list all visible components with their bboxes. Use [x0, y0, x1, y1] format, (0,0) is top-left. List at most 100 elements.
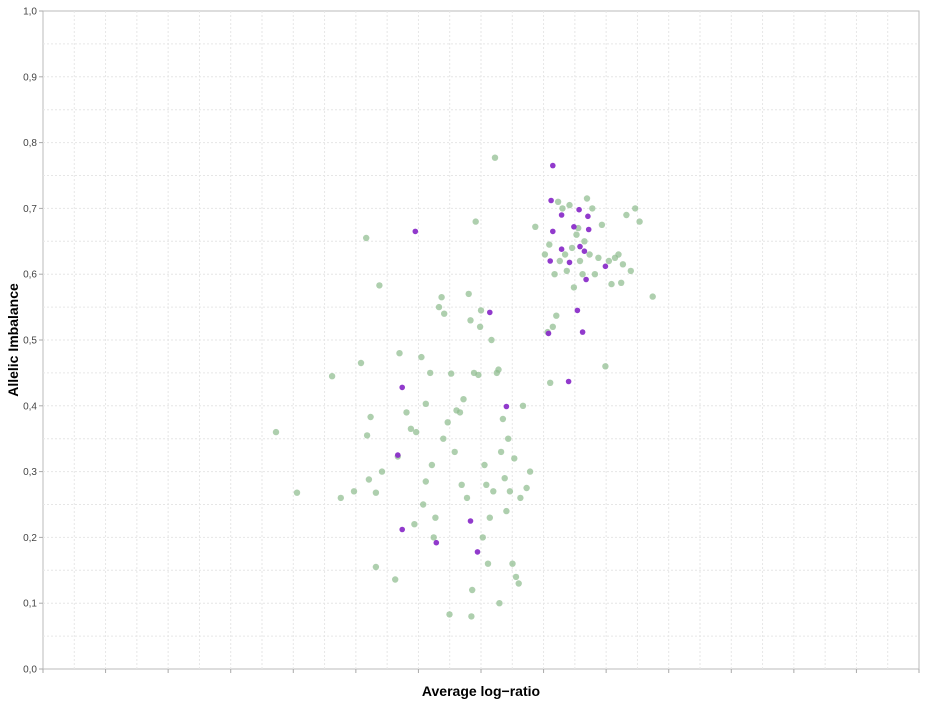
point-green: [435, 303, 443, 311]
point-purple: [412, 228, 419, 235]
point-green: [444, 419, 451, 426]
point-green: [566, 201, 573, 209]
point-green: [396, 350, 403, 357]
point-green: [367, 413, 374, 421]
point-green: [372, 563, 380, 571]
y-tick-label: 0,1: [23, 599, 37, 610]
point-green: [420, 501, 427, 508]
point-green: [328, 373, 336, 380]
point-purple: [565, 378, 572, 385]
point-purple: [547, 258, 553, 264]
point-green: [496, 600, 503, 607]
point-green: [570, 284, 578, 291]
y-tick-label: 0,4: [23, 401, 37, 412]
y-tick-label: 0,0: [23, 665, 37, 676]
y-tick-label: 0,9: [23, 72, 37, 83]
point-green: [511, 455, 518, 462]
point-purple: [583, 276, 589, 283]
point-green: [581, 238, 588, 245]
y-tick-label: 0,8: [23, 138, 37, 149]
point-green: [363, 234, 370, 242]
y-tick-label: 0,6: [23, 270, 37, 281]
point-purple: [558, 212, 565, 218]
point-green: [463, 494, 471, 502]
point-green: [488, 336, 495, 344]
point-green: [477, 307, 485, 314]
point-purple: [487, 309, 493, 316]
point-green: [365, 476, 373, 483]
point-purple: [602, 263, 609, 270]
point-green: [357, 359, 365, 367]
point-green: [460, 396, 467, 403]
point-green: [472, 218, 479, 225]
point-purple: [399, 384, 406, 391]
point-green: [483, 481, 490, 488]
point-green: [363, 432, 371, 439]
point-purple: [585, 213, 591, 220]
point-green: [623, 211, 630, 219]
point-purple: [579, 329, 586, 335]
point-green: [458, 481, 465, 488]
point-green: [523, 484, 530, 492]
point-green: [554, 198, 562, 205]
point-green: [491, 154, 499, 161]
point-purple: [399, 526, 406, 533]
point-green: [595, 254, 602, 261]
point-green: [512, 573, 520, 581]
point-green: [568, 244, 576, 252]
point-green: [495, 366, 502, 373]
point-purple: [577, 243, 583, 250]
point-green: [501, 475, 508, 482]
point-green: [615, 251, 622, 258]
data-points: [272, 154, 656, 620]
point-green: [407, 425, 415, 432]
point-green: [553, 312, 560, 319]
point-green: [591, 271, 599, 278]
point-green: [541, 251, 549, 258]
point-green: [486, 514, 493, 521]
point-green: [411, 521, 418, 528]
point-green: [497, 448, 505, 456]
point-green: [440, 435, 447, 442]
point-green: [451, 448, 458, 456]
point-green: [573, 231, 580, 238]
point-purple: [550, 228, 556, 235]
point-purple: [433, 539, 440, 546]
point-green: [378, 468, 386, 475]
y-tick-label: 0,5: [23, 336, 37, 347]
y-tick-label: 0,2: [23, 533, 37, 544]
point-purple: [571, 224, 577, 230]
point-green: [556, 257, 563, 265]
y-axis-ticks: 0,0 0,1 0,2 0,3 0,4 0,5 0,6 0,7 0,8 0,9 1,0: [23, 7, 43, 676]
point-green: [598, 221, 606, 228]
point-purple: [585, 226, 592, 233]
point-purple: [550, 162, 556, 169]
point-green: [605, 257, 613, 265]
point-green: [422, 400, 429, 407]
point-green: [503, 507, 510, 515]
point-green: [481, 461, 488, 469]
point-purple: [545, 330, 552, 337]
point-green: [428, 461, 436, 469]
point-purple: [581, 248, 588, 254]
point-green: [519, 402, 527, 409]
point-green: [608, 280, 615, 288]
x-axis-ticks: [42, 669, 920, 673]
grid-lines: [43, 11, 919, 669]
point-purple: [503, 403, 510, 410]
point-green: [475, 371, 482, 379]
point-green: [441, 310, 448, 317]
point-green: [583, 195, 591, 202]
point-green: [517, 494, 524, 502]
point-green: [526, 468, 534, 475]
point-green: [392, 576, 399, 583]
point-green: [576, 257, 584, 265]
point-green: [484, 560, 492, 567]
point-green: [467, 317, 474, 324]
point-green: [618, 279, 625, 286]
point-purple: [548, 197, 554, 204]
point-green: [589, 205, 596, 212]
point-purple: [467, 518, 474, 524]
point-green: [403, 409, 410, 416]
